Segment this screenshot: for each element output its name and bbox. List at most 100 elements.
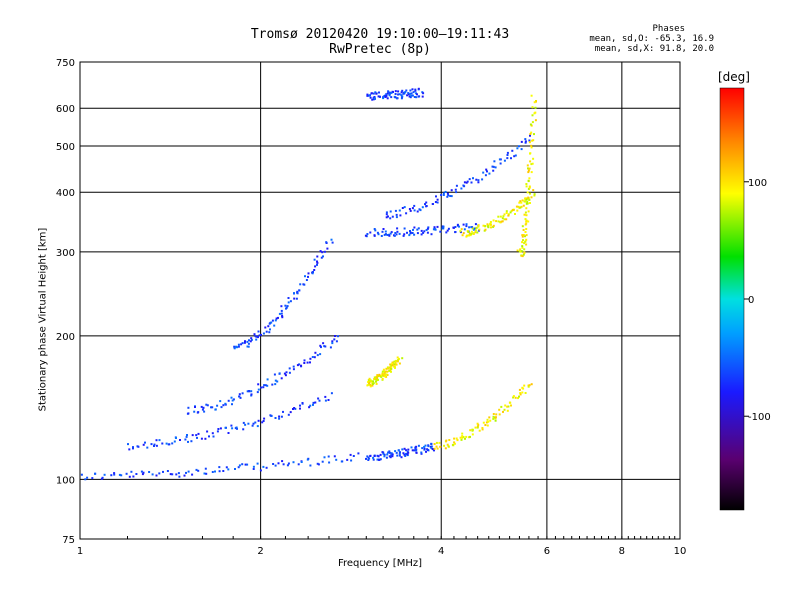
scatter-point [230,396,233,399]
scatter-point [257,383,260,386]
scatter-point [382,368,385,371]
scatter-point [393,363,396,366]
scatter-point [463,228,466,231]
scatter-point [195,468,198,471]
scatter-point [367,381,370,383]
scatter-point [528,139,531,142]
scatter-point [275,317,278,320]
scatter-point [468,232,471,235]
scatter-point [337,335,339,338]
scatter-point [409,89,412,92]
scatter-point [258,334,261,337]
scatter-point [369,455,372,457]
scatter-point [380,375,383,378]
y-axis-ticks: 75 100 200 300 400 500 600 750 [56,58,75,546]
scatter-point [191,473,194,476]
scatter-point [462,436,465,438]
scatter-point [430,446,433,449]
scatter-point [307,275,309,278]
scatter-point [283,372,286,375]
x-axis-label: Frequency [MHz] [337,558,423,569]
scatter-point [388,94,391,97]
scatter-point [257,336,259,339]
scatter-point [331,241,334,244]
scatter-point [304,275,306,278]
scatter-point [409,92,412,95]
scatter-point [204,437,207,440]
scatter-point [319,250,322,253]
scatter-point [520,205,523,208]
scatter-point [521,241,524,244]
scatter-point [533,193,536,196]
scatter-point [153,445,155,447]
scatter-point [494,419,497,422]
scatter-point [385,375,388,378]
scatter-point [525,234,528,237]
scatter-point [524,211,527,214]
scatter-point [499,162,502,165]
scatter-point [200,437,203,440]
scatter-point [489,223,492,226]
scatter-point [439,445,442,448]
scatter-point [323,456,326,459]
scatter-point [426,227,429,230]
scatter-point [382,451,385,454]
scatter-point [334,335,336,337]
scatter-point [510,210,513,212]
scatter-point [278,415,281,418]
scatter-point [171,442,174,445]
scatter-point [276,380,279,383]
colorbar-label: [deg] [718,70,750,84]
scatter-point [407,451,410,454]
scatter-point [410,446,413,449]
scatter-point [264,384,267,387]
scatter-point [380,374,383,377]
scatter-point [173,440,176,443]
scatter-point [284,304,287,307]
scatter-point [162,470,164,473]
scatter-point [446,192,449,195]
scatter-point [128,448,131,451]
scatter-point [369,231,372,234]
scatter-point [254,421,257,424]
scatter-point [514,396,517,399]
scatter-point [506,405,509,408]
scatter-point [520,148,523,151]
scatter-point [527,385,530,388]
scatter-point [281,316,284,319]
scatter-point [328,461,331,464]
scatter-point [415,451,418,454]
scatter-point [387,92,390,94]
scatter-point [443,444,446,447]
scatter-point [461,435,464,438]
scatter-point [381,230,384,233]
scatter-point [511,209,514,212]
scatter-point [531,121,534,124]
scatter-point [433,226,436,229]
scatter-point [492,224,495,227]
scatter-point [284,374,287,377]
scatter-point [501,217,504,220]
scatter-point [484,174,487,177]
scatter-point [528,177,531,180]
scatter-point [333,338,336,341]
scatter-point [517,205,520,208]
scatter-point [417,227,420,230]
scatter-point [460,228,463,231]
scatter-point [371,384,374,387]
scatter-point [415,96,418,99]
scatter-point [522,387,525,390]
scatter-point [394,232,397,234]
scatter-point [231,403,233,406]
scatter-point [433,443,436,445]
plot-frame [79,61,681,540]
scatter-point [432,228,435,231]
scatter-point [136,445,139,448]
scatter-point [519,206,522,209]
scatter-point [368,94,371,97]
scatter-point [401,95,404,98]
scatter-point [260,386,263,389]
scatter-point [488,416,491,419]
scatter-point [266,384,269,387]
